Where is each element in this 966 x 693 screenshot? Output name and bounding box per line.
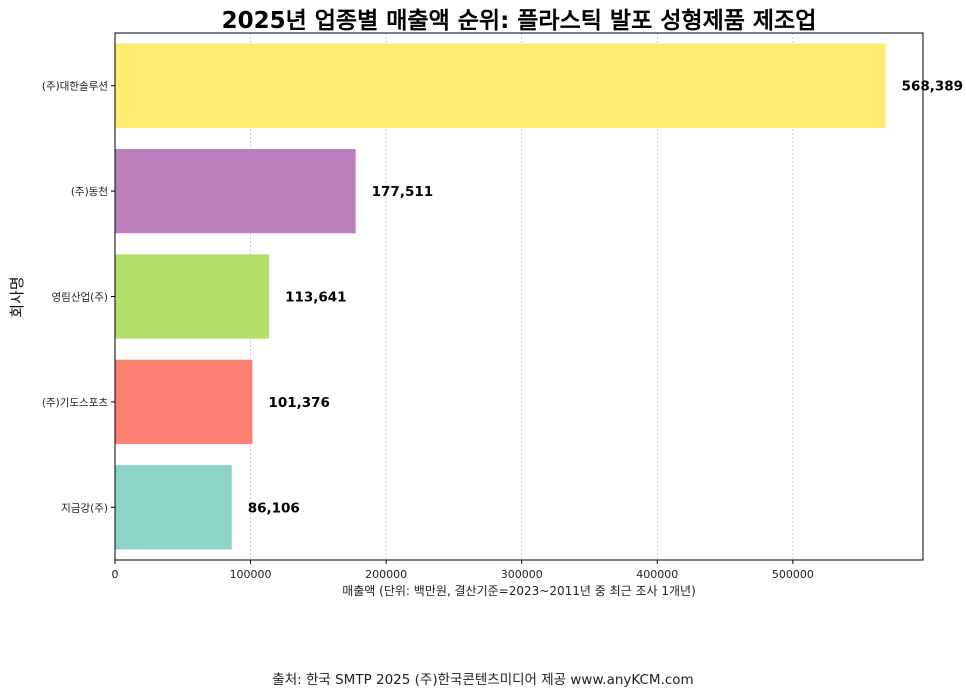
x-tick-label: 200000 [365,568,407,581]
x-tick-label: 300000 [501,568,543,581]
source-credit: 출처: 한국 SMTP 2025 (주)한국콘텐츠미디어 제공 www.anyK… [272,672,694,688]
x-tick-label: 0 [112,568,119,581]
y-tick-label: (주)대한솔루션 [42,81,108,93]
y-tick-label: 지금강(주) [61,502,108,514]
y-tick-label: (주)동천 [71,186,108,198]
data-label: 86,106 [248,500,300,516]
x-axis-title: 매출액 (단위: 백만원, 결산기준=2023~2011년 중 최근 조사 1개… [342,584,696,598]
bar [115,359,253,445]
data-label: 113,641 [285,290,347,306]
x-tick-label: 500000 [772,568,814,581]
chart-title: 2025년 업종별 매출액 순위: 플라스틱 발포 성형제품 제조업 [222,8,817,34]
data-label: 177,511 [372,184,434,200]
x-axis-ticks: 0 100000 200000 300000 400000 500000 [112,560,814,581]
data-label: 568,389 [902,79,964,95]
y-tick-label: 영림산업(주) [52,291,109,304]
data-label: 101,376 [268,395,330,411]
bar [115,254,270,339]
x-tick-label: 400000 [636,568,678,581]
x-tick-label: 100000 [230,568,272,581]
y-tick-label: (주)기도스포츠 [42,397,108,409]
bar [115,148,356,234]
y-axis-title: 회사명 [8,276,26,317]
bar [115,43,886,128]
data-labels: 568,389 177,511 113,641 101,376 86,106 [248,79,963,517]
bars [115,43,886,550]
bar [115,465,232,550]
